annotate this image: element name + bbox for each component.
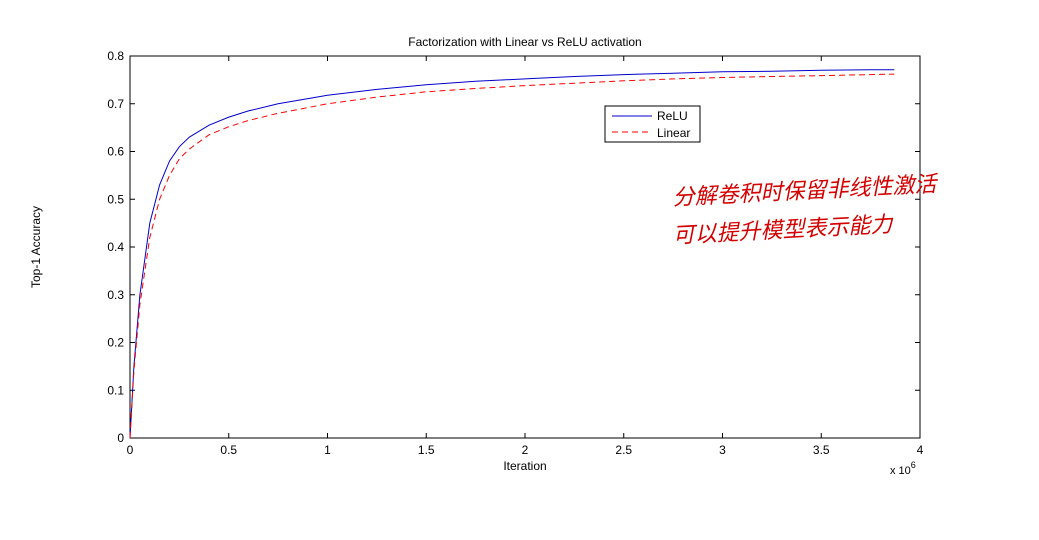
y-axis-label: Top-1 Accuracy: [29, 206, 43, 288]
legend: ReLU Linear: [604, 105, 701, 143]
y-tick-label: 0.1: [107, 383, 124, 397]
legend-label-linear: Linear: [657, 126, 690, 140]
y-tick-label: 0.7: [107, 97, 124, 111]
annotation-line-2: 可以提升模型表示能力: [672, 212, 895, 249]
x-axis-multiplier: x 106: [890, 460, 916, 477]
x-tick-label: 3.5: [813, 443, 830, 457]
y-tick-label: 0.5: [107, 192, 124, 206]
plot-frame: [129, 55, 921, 439]
y-tick-label: 0.4: [107, 240, 124, 254]
x-multiplier-power: 6: [911, 460, 916, 470]
y-tick-label: 0.2: [107, 336, 124, 350]
y-tick-label: 0.8: [107, 49, 124, 63]
x-tick-label: 2: [522, 443, 529, 457]
x-tick-label: 1: [324, 443, 331, 457]
x-tick-label: 2.5: [615, 443, 632, 457]
y-tick-label: 0: [117, 431, 124, 445]
chart-title: Factorization with Linear vs ReLU activa…: [408, 35, 641, 49]
x-tick-label: 4: [917, 443, 924, 457]
x-tick-label: 0.5: [220, 443, 237, 457]
legend-box: [604, 105, 701, 143]
handwritten-annotation: 分解卷积时保留非线性激活 可以提升模型表示能力: [672, 172, 940, 249]
series-line-relu: [129, 69, 895, 439]
x-tick-label: 1.5: [418, 443, 435, 457]
y-tick-label: 0.3: [107, 288, 124, 302]
series-layer: [129, 69, 895, 439]
y-tick-label: 0.6: [107, 145, 124, 159]
annotation-line-1: 分解卷积时保留非线性激活: [672, 172, 940, 211]
x-multiplier-base: x 10: [890, 465, 911, 477]
series-line-linear: [129, 73, 895, 439]
legend-label-relu: ReLU: [657, 109, 688, 123]
x-tick-label: 0: [127, 443, 134, 457]
x-tick-label: 3: [719, 443, 726, 457]
x-axis-label: Iteration: [503, 459, 546, 473]
tick-layer: 0 0.5 1 1.5 2 2.5 3 3.5 4 0 0.1 0.2 0.3 0.4 0.5 0.6 0.7 0…: [107, 49, 923, 457]
